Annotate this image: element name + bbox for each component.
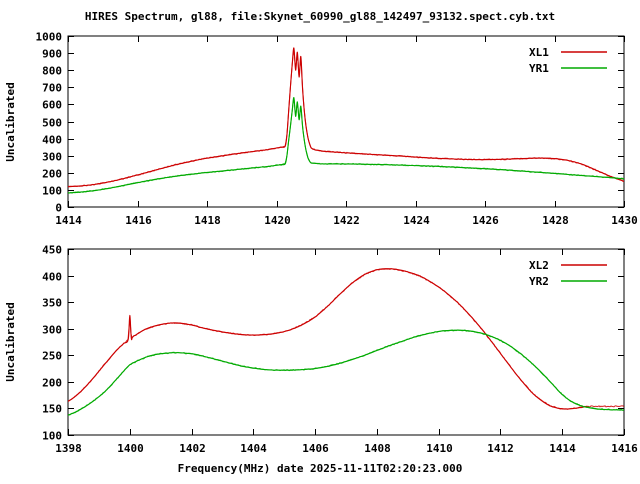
y-axis-tick-label: 400 — [42, 134, 62, 147]
x-axis-tick-label: 1418 — [194, 214, 221, 227]
y-axis-tick-label: 700 — [42, 82, 62, 95]
y-axis-tick-label: 100 — [42, 185, 62, 198]
x-axis-tick-label: 1422 — [333, 214, 360, 227]
x-axis-tick-label: 1400 — [117, 442, 144, 455]
y-axis-tick-label: 100 — [42, 430, 62, 443]
x-axis-tick-label: 1398 — [55, 442, 82, 455]
series-noise-xl1 — [68, 50, 624, 188]
y-axis-label-bottom: Uncalibrated — [4, 302, 17, 381]
y-axis-tick-label: 0 — [55, 202, 62, 215]
y-axis-tick-label: 450 — [42, 244, 62, 257]
x-axis-tick-label: 1410 — [426, 442, 453, 455]
series-noise-yr1 — [68, 98, 624, 194]
top-panel: 0 100 200 300 400 500 600 700 800 900 1000 1414 1416… — [4, 31, 638, 228]
x-axis-tick-label: 1416 — [611, 442, 638, 455]
y-axis-tick-label: 300 — [42, 151, 62, 164]
legend-label-xl2[interactable]: XL2 — [529, 259, 549, 272]
y-axis-tick-label: 150 — [42, 403, 62, 416]
y-axis-tick-label: 250 — [42, 350, 62, 363]
x-axis-tick-label: 1406 — [302, 442, 329, 455]
y-axis-tick-label: 900 — [42, 48, 62, 61]
series-line-yr1 — [68, 97, 624, 194]
y-axis-label-top: Uncalibrated — [4, 82, 17, 161]
x-axis-tick-label: 1428 — [542, 214, 569, 227]
x-axis-tick-label: 1416 — [125, 214, 152, 227]
series-noise-yr2 — [68, 329, 624, 416]
x-axis-tick-label: 1408 — [364, 442, 391, 455]
y-axis-tick-label: 350 — [42, 297, 62, 310]
y-axis-tick-label: 400 — [42, 271, 62, 284]
bottom-panel: 100 150 200 250 300 350 400 450 1398 1400 1402 1404… — [4, 244, 638, 456]
x-axis-tick-label: 1414 — [549, 442, 576, 455]
x-axis-tick-label: 1420 — [264, 214, 291, 227]
legend-label-yr1[interactable]: YR1 — [529, 62, 549, 75]
series-line-xl2 — [68, 268, 588, 410]
x-axis-tick-label: 1402 — [179, 442, 206, 455]
x-axis-tick-label: 1414 — [55, 214, 82, 227]
legend-label-yr2[interactable]: YR2 — [529, 275, 549, 288]
y-axis-tick-label: 800 — [42, 65, 62, 78]
y-axis-tick-label: 200 — [42, 168, 62, 181]
y-axis-tick-label: 200 — [42, 377, 62, 390]
y-axis-tick-label: 1000 — [36, 31, 63, 44]
x-axis-tick-label: 1404 — [240, 442, 267, 455]
series-noise-xl2 — [68, 268, 624, 410]
x-axis-tick-label: 1424 — [403, 214, 430, 227]
y-axis-tick-label: 500 — [42, 117, 62, 130]
bottom-plot-frame — [67, 248, 625, 436]
x-axis-tick-label: 1430 — [611, 214, 638, 227]
x-axis-tick-label: 1412 — [487, 442, 514, 455]
legend-label-xl1[interactable]: XL1 — [529, 46, 549, 59]
x-axis-label: Frequency(MHz) date 2025-11-11T02:20:23.… — [178, 462, 463, 475]
x-axis-tick-label: 1426 — [472, 214, 499, 227]
y-axis-tick-label: 600 — [42, 99, 62, 112]
plot-title: HIRES Spectrum, gl88, file:Skynet_60990_… — [85, 10, 555, 23]
y-axis-tick-label: 300 — [42, 324, 62, 337]
